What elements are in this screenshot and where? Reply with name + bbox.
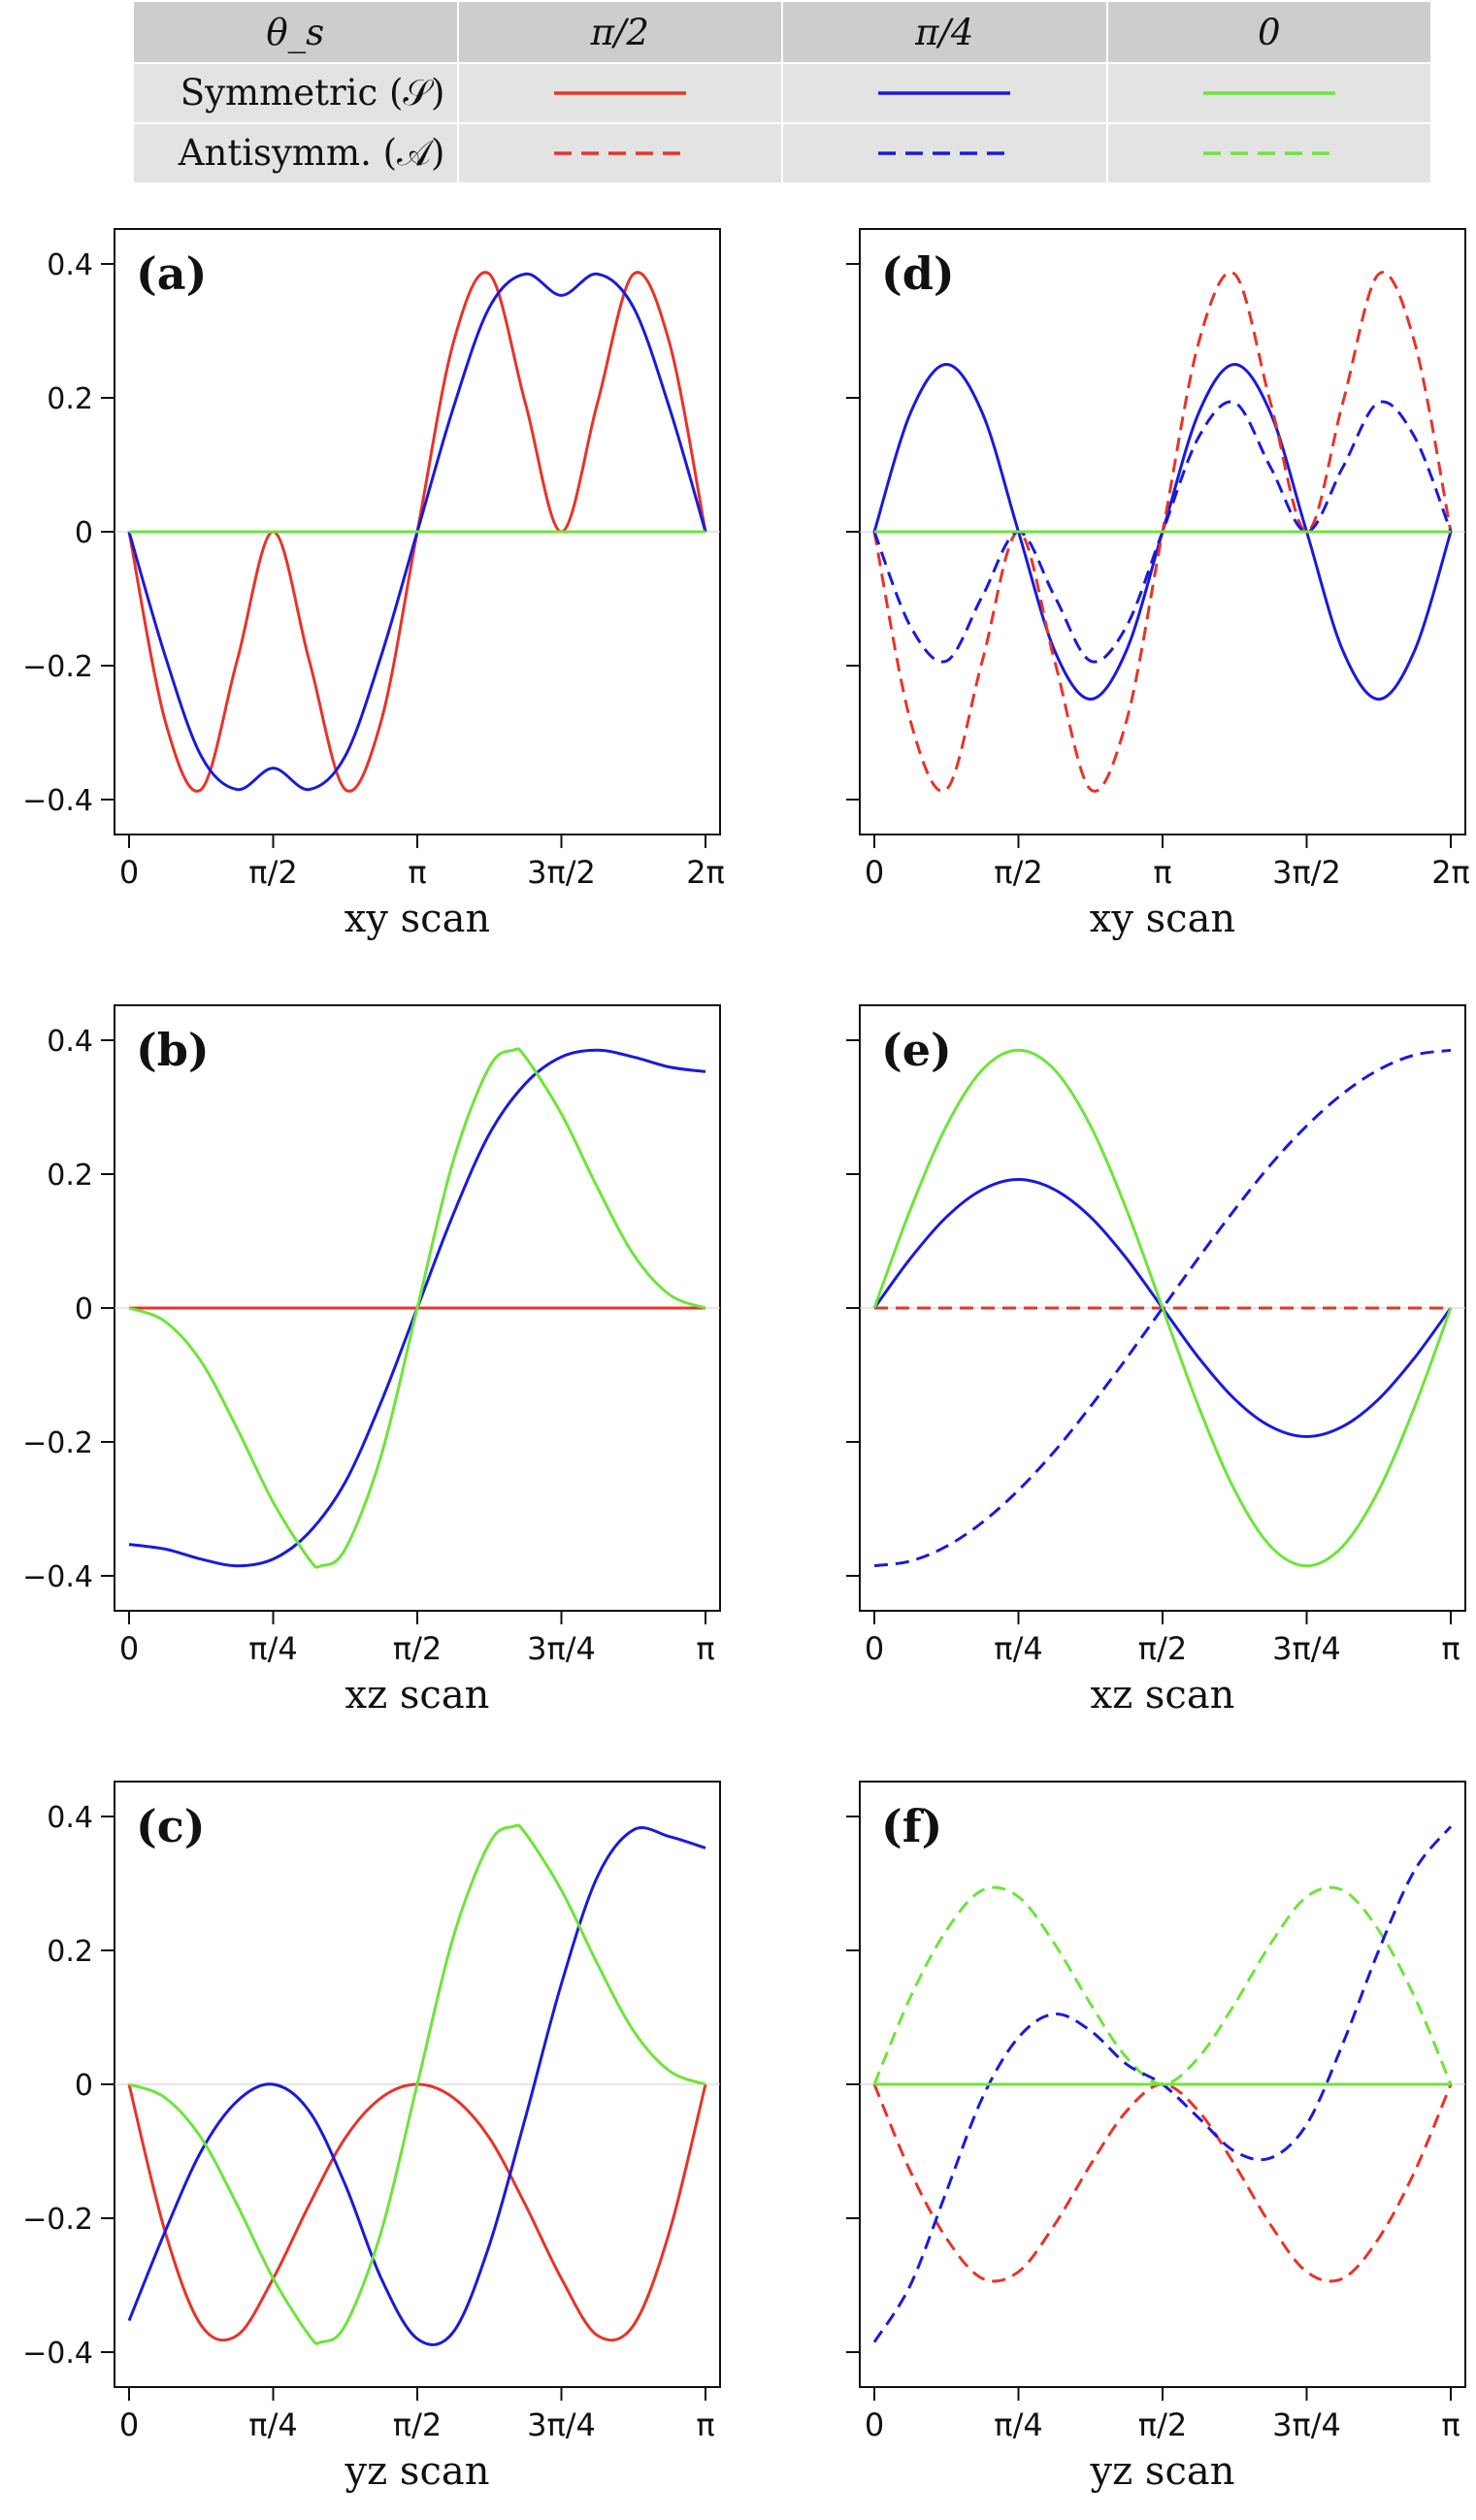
legend-header-pi-quarter: π/4 — [781, 0, 1108, 64]
x-tick-label: 3π/4 — [527, 1630, 596, 1667]
y-tick-label: −0.2 — [22, 2203, 93, 2237]
x-tick-label: 3π/2 — [527, 854, 596, 891]
panel-label: (a) — [136, 247, 207, 300]
legend-label-antisymmetric: Antisymm. (𝒜) — [132, 122, 459, 184]
y-tick-label: 0.2 — [47, 1935, 93, 1969]
panel-label: (f) — [881, 1800, 942, 1852]
series-line — [127, 1826, 706, 2346]
x-tick-label: 3π/2 — [1272, 854, 1341, 891]
x-tick-label: 0 — [119, 2406, 139, 2443]
legend-header-row: θ_s π/2 π/4 0 — [132, 0, 1432, 64]
x-tick-label: π/2 — [994, 854, 1042, 891]
legend-swatch-cell — [456, 122, 783, 184]
legend-table: θ_s π/2 π/4 0 Symmetric (𝒮) Antisymm. (𝒜… — [132, 0, 1432, 184]
x-axis-title: xy scan — [1090, 897, 1235, 941]
y-tick-label: 0.4 — [47, 1801, 93, 1835]
y-tick-label: 0 — [75, 2069, 93, 2103]
y-tick-label: 0 — [75, 1293, 93, 1326]
x-axis-title: yz scan — [1090, 2449, 1235, 2494]
x-tick-label: π — [1441, 1630, 1460, 1667]
series-line — [872, 1048, 1453, 1568]
series-line — [872, 1885, 1453, 2086]
series-line — [128, 1047, 706, 1569]
x-axis-title: xz scan — [345, 1673, 490, 1718]
x-tick-label: 2π — [686, 854, 725, 891]
series-line — [127, 2082, 707, 2342]
legend-swatch-cell — [1105, 62, 1432, 124]
panel-c: 0.4 0.2 0 −0.2 −0.4 0 π/4 π/2 3π/4 π (c) yz scan — [22, 1781, 721, 2494]
x-tick-label: π — [696, 1630, 714, 1667]
y-tick-label: 0.4 — [47, 1025, 93, 1059]
x-tick-label: π/4 — [994, 2406, 1042, 2443]
x-tick-label: 0 — [865, 2406, 884, 2443]
x-tick-label: π/4 — [248, 2406, 297, 2443]
legend-row-antisymmetric: Antisymm. (𝒜) — [132, 122, 1432, 184]
legend-header-pi-half: π/2 — [456, 0, 783, 64]
x-tick-label: π/2 — [1138, 1630, 1187, 1667]
y-tick-label: −0.4 — [22, 784, 93, 818]
x-tick-label: 0 — [119, 1630, 139, 1667]
y-tick-label: −0.2 — [22, 650, 93, 684]
x-axis-title: xz scan — [1091, 1673, 1235, 1718]
x-tick-label: 0 — [119, 854, 139, 891]
legend-swatch-cell — [456, 62, 783, 124]
legend-label-symmetric: Symmetric (𝒮) — [132, 62, 459, 124]
y-tick-label: −0.2 — [22, 1426, 93, 1460]
series-line — [128, 1823, 706, 2345]
legend-row-symmetric: Symmetric (𝒮) — [132, 62, 1432, 124]
x-tick-label: 3π/4 — [527, 2406, 596, 2443]
legend-swatch-cell — [1105, 122, 1432, 184]
x-tick-label: π/2 — [393, 2406, 442, 2443]
x-tick-label: 3π/4 — [1272, 2406, 1341, 2443]
y-tick-label: −0.4 — [22, 2337, 93, 2371]
legend-header-zero: 0 — [1105, 0, 1432, 64]
y-tick-label: 0.4 — [47, 248, 93, 282]
legend-header-theta: θ_s — [132, 0, 459, 64]
panel-label: (e) — [881, 1024, 952, 1076]
series-line — [873, 1048, 1452, 1568]
panel-label: (b) — [136, 1024, 210, 1076]
panel-a: 0.4 0.2 0 −0.2 −0.4 0 π/2 π 3π/2 2π (a) xy scan — [22, 228, 725, 941]
panel-e: 0 π/4 π/2 3π/4 π (e) xz scan — [846, 1004, 1466, 1718]
x-tick-label: 2π — [1431, 854, 1470, 891]
x-axis-title: yz scan — [344, 2449, 490, 2494]
x-tick-label: π/2 — [393, 1630, 442, 1667]
legend-swatch-cell — [781, 62, 1108, 124]
x-tick-label: π/4 — [248, 1630, 297, 1667]
x-tick-label: 3π/4 — [1272, 1630, 1341, 1667]
x-tick-label: π — [408, 854, 426, 891]
x-axis-title: xy scan — [344, 897, 490, 941]
x-tick-label: 0 — [865, 1630, 884, 1667]
panel-f: 0 π/4 π/2 3π/4 π (f) yz scan — [846, 1781, 1466, 2494]
y-tick-label: 0 — [75, 516, 93, 550]
x-tick-label: π/2 — [248, 854, 297, 891]
x-tick-label: π/4 — [994, 1630, 1042, 1667]
x-tick-label: 0 — [865, 854, 884, 891]
x-tick-label: π — [1153, 854, 1171, 891]
x-tick-label: π/2 — [1138, 2406, 1187, 2443]
panel-label: (d) — [881, 247, 955, 300]
panel-b: 0.4 0.2 0 −0.2 −0.4 0 π/4 π/2 3π/4 π (b) xz scan — [22, 1004, 721, 1718]
x-tick-label: π — [1441, 2406, 1460, 2443]
legend-swatch-cell — [781, 122, 1108, 184]
series-line — [872, 2082, 1453, 2283]
panel-d: 0 π/2 π 3π/2 2π (d) xy scan — [846, 228, 1470, 941]
y-tick-label: 0.2 — [47, 382, 93, 416]
x-tick-label: π — [696, 2406, 714, 2443]
y-tick-label: 0.2 — [47, 1159, 93, 1193]
y-tick-label: −0.4 — [22, 1560, 93, 1594]
panel-label: (c) — [136, 1800, 206, 1852]
